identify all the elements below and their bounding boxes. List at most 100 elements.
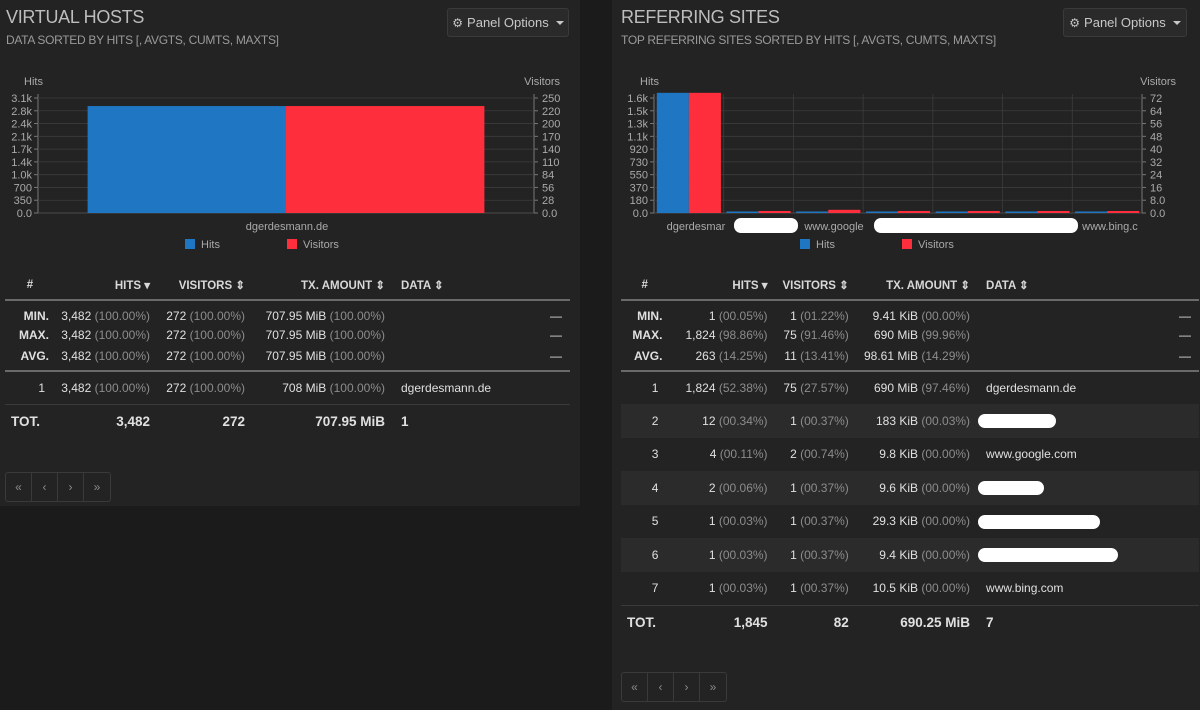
tx-value: 707.95 MiB xyxy=(265,309,327,324)
row-filler xyxy=(1118,403,1199,438)
header-visitors-label: VISITORS xyxy=(782,279,836,292)
left-icon[interactable]: ‹ xyxy=(32,473,58,501)
hits-value: 3,482 xyxy=(61,309,92,324)
header-visitors[interactable]: VISITORS ⇕ xyxy=(767,270,849,301)
visitors-cell: 1 (00.37%) xyxy=(767,403,849,438)
visitors-value: 1 xyxy=(790,547,797,562)
total-label: TOT. xyxy=(5,403,55,438)
bar-visitors xyxy=(898,211,931,213)
tx-value: 690 MiB xyxy=(873,328,918,343)
left-icon[interactable]: ‹ xyxy=(648,673,674,701)
hits-cell: 1,824 (52.38%) xyxy=(668,370,768,404)
empty-value-dash: — xyxy=(1179,328,1191,343)
data-cell: www.google.com xyxy=(970,437,1119,471)
header-visitors[interactable]: VISITORS ⇕ xyxy=(150,270,245,301)
panel-subtitle: TOP REFERRING SITES SORTED BY HITS [, AV… xyxy=(621,33,996,47)
hits-cell: 12 (00.34%) xyxy=(668,403,768,438)
total-tx: 707.95 MiB xyxy=(245,403,385,438)
row-filler xyxy=(1118,437,1199,471)
header-hits[interactable]: HITS ▾ xyxy=(668,270,768,301)
tx-cell: 707.95 MiB (100.00%) xyxy=(245,347,385,372)
hits-percent: (98.86%) xyxy=(718,328,768,343)
hits-percent: (00.34%) xyxy=(718,413,768,428)
tx-cell: 183 KiB (00.03%) xyxy=(848,403,971,438)
visitors-value: 1 xyxy=(790,514,797,529)
header-tx[interactable]: TX. AMOUNT ⇕ xyxy=(848,270,971,301)
header-tx[interactable]: TX. AMOUNT ⇕ xyxy=(245,270,385,301)
visitors-cell: 75 (27.57%) xyxy=(767,370,849,404)
data-cell xyxy=(970,403,1119,438)
tx-value: 183 KiB xyxy=(875,413,918,428)
redacted-value xyxy=(978,514,1101,529)
visitors-cell: 1 (00.37%) xyxy=(767,470,849,505)
hits-value: 263 xyxy=(695,349,716,364)
visitors-cell: 1 (00.37%) xyxy=(767,537,849,572)
visitors-percent: (00.37%) xyxy=(800,413,849,428)
header-hits[interactable]: HITS ▾ xyxy=(55,270,150,301)
double-right-icon[interactable]: » xyxy=(93,480,101,494)
hits-percent: (100.00%) xyxy=(94,328,150,343)
panel-options-label: Panel Options xyxy=(1084,15,1166,30)
tx-percent: (14.29%) xyxy=(921,349,971,364)
panel-options-button[interactable]: ⚙ Panel Options xyxy=(1063,8,1187,37)
right-icon[interactable]: › xyxy=(674,673,700,701)
y-tick-label: 1.6k xyxy=(627,93,648,105)
referring-sites-chart: Hits Visitors0.01803705507309201.1k1.3k1.… xyxy=(627,76,1176,251)
row-number: 6 xyxy=(621,537,669,572)
hits-value: 2 xyxy=(708,480,716,495)
stat-label: AVG. xyxy=(621,347,669,372)
double-left-icon[interactable]: « xyxy=(622,673,648,701)
visitors-percent: (00.37%) xyxy=(800,547,849,562)
bar-hits xyxy=(726,211,759,213)
referring-sites-panel: REFERRING SITES TOP REFERRING SITES SORT… xyxy=(612,0,1200,710)
x-tick-label: www.google xyxy=(803,221,863,233)
data-cell: dgerdesmann.de xyxy=(970,370,1119,404)
header-data[interactable]: DATA ⇕ xyxy=(970,270,1119,301)
hits-percent: (00.06%) xyxy=(718,480,768,495)
hits-percent: (00.05%) xyxy=(718,309,768,324)
stat-row: AVG. 263 (14.25%) 11 (13.41%) 98.61 MiB (14… xyxy=(621,347,1199,372)
hits-cell: 263 (14.25%) xyxy=(668,347,768,372)
total-filler xyxy=(1118,604,1199,639)
y2-tick-label: 56 xyxy=(542,182,554,194)
sort-icon: ⇕ xyxy=(372,279,385,292)
double-right-icon[interactable]: » xyxy=(709,680,717,694)
tx-cell: 690 MiB (99.96%) xyxy=(849,324,970,348)
panel-options-button[interactable]: ⚙ Panel Options xyxy=(447,8,569,37)
table-row[interactable]: 2 12 (00.34%) 1 (00.37%) 183 KiB (00.03%) xyxy=(621,403,1199,438)
table-row[interactable]: 1 1,824 (52.38%) 75 (27.57%) 690 MiB (97.46… xyxy=(621,370,1199,404)
legend-hits-label: Hits xyxy=(816,239,835,251)
row-filler xyxy=(1118,504,1199,538)
y2-axis-title: Visitors xyxy=(1140,76,1176,88)
total-visitors: 272 xyxy=(150,403,245,438)
bar-hits xyxy=(796,211,829,213)
double-left-icon[interactable]: « xyxy=(6,473,32,501)
row-number: 2 xyxy=(621,403,669,438)
header-row: # HITS ▾ VISITORS ⇕ TX. AMOUNT ⇕ DATA ⇕ xyxy=(5,270,570,301)
total-data: 7 xyxy=(970,604,1119,639)
tx-percent: (00.03%) xyxy=(921,413,971,428)
table-row[interactable]: 1 3,482 (100.00%) 272 (100.00%) 708 MiB (10… xyxy=(5,370,570,404)
header-data[interactable]: DATA ⇕ xyxy=(385,270,505,301)
y-tick-label: 1.1k xyxy=(627,131,648,143)
y2-tick-label: 48 xyxy=(1150,131,1162,143)
legend-visitors-label: Visitors xyxy=(303,239,339,251)
y-tick-label: 1.5k xyxy=(627,106,648,118)
visitors-value: 272 xyxy=(166,309,187,324)
stat-label: MIN. xyxy=(23,309,49,324)
redacted-value xyxy=(978,414,1057,429)
visitors-cell: 272 (100.00%) xyxy=(150,300,245,324)
tx-cell: 707.95 MiB (100.00%) xyxy=(245,300,385,324)
y2-tick-label: 250 xyxy=(542,93,560,105)
tx-percent: (100.00%) xyxy=(329,380,385,395)
visitors-value: 75 xyxy=(783,380,797,395)
header-data-label: DATA xyxy=(401,279,431,292)
visitors-percent: (100.00%) xyxy=(189,349,245,364)
stat-label: MAX. xyxy=(19,328,49,343)
right-icon[interactable]: › xyxy=(58,473,84,501)
